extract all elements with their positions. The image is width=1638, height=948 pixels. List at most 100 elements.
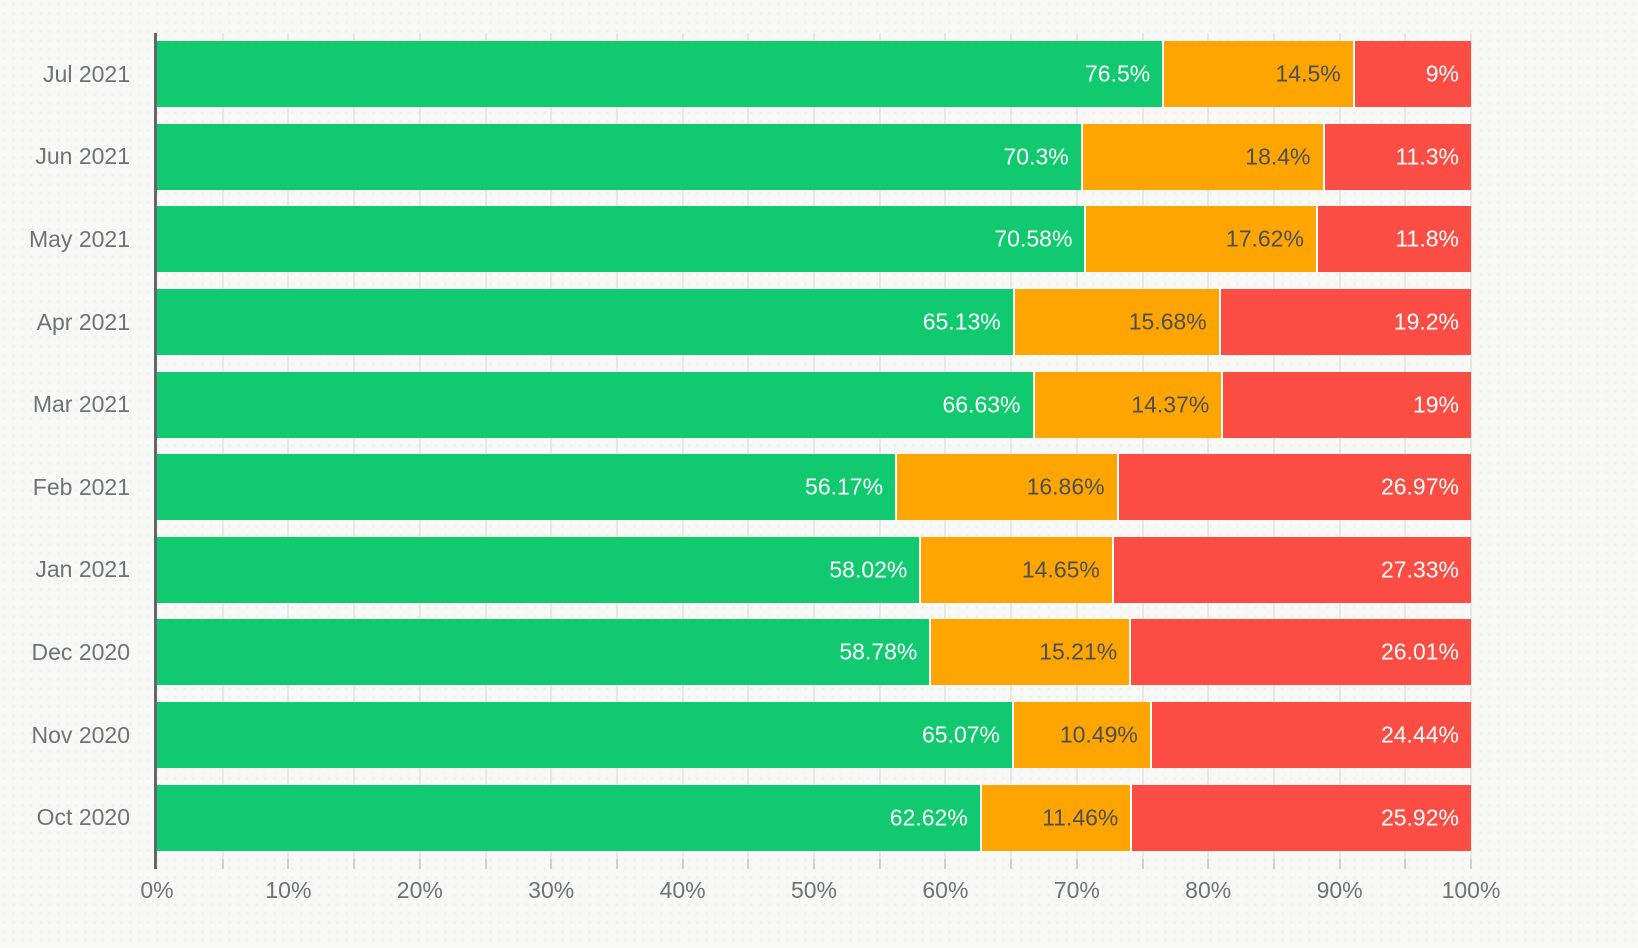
bar-segment-orange[interactable]: 10.49% — [1012, 702, 1150, 769]
bar-segment-red[interactable]: 26.01% — [1129, 619, 1471, 686]
stacked-bar: 66.63% 14.37% 19% — [157, 371, 1471, 438]
x-axis-tick-label: 30% — [528, 877, 575, 903]
x-axis-ticks — [157, 859, 1472, 869]
y-axis-label: Jun 2021 — [35, 143, 130, 170]
bar-segment-green[interactable]: 58.02% — [157, 536, 920, 603]
bar-row: 76.5% 14.5% 9% — [157, 33, 1471, 116]
bar-segment-orange[interactable]: 11.46% — [979, 784, 1131, 851]
x-axis-tick — [1404, 859, 1407, 869]
gridline — [1338, 33, 1341, 859]
value-label: 15.21% — [1039, 638, 1118, 665]
value-label: 56.17% — [805, 473, 884, 500]
value-label: 18.4% — [1245, 143, 1311, 170]
bar-segment-red[interactable]: 11.8% — [1315, 206, 1471, 273]
bar-segment-red[interactable]: 19.2% — [1218, 289, 1471, 356]
value-label: 25.92% — [1380, 804, 1459, 831]
value-label: 17.62% — [1225, 225, 1304, 252]
value-label: 62.62% — [889, 804, 968, 831]
x-axis-tick-label: 10% — [265, 877, 312, 903]
y-axis-label: May 2021 — [28, 225, 130, 252]
bar-row: 70.3% 18.4% 11.3% — [157, 116, 1471, 199]
value-label: 11.46% — [1042, 804, 1119, 831]
x-axis-tick-label: 50% — [790, 877, 838, 903]
stacked-bar: 58.02% 14.65% 27.33% — [157, 536, 1471, 603]
x-axis-tick — [813, 859, 815, 869]
gridline — [1470, 33, 1472, 859]
x-axis-tick — [550, 859, 553, 869]
bar-segment-green[interactable]: 76.5% — [157, 41, 1163, 108]
gridline — [1010, 33, 1013, 859]
bar-segment-red[interactable]: 27.33% — [1111, 536, 1471, 603]
x-axis-tick — [615, 859, 618, 869]
bar-segment-green[interactable]: 56.17% — [157, 454, 896, 521]
x-axis-tick — [681, 859, 684, 869]
x-axis-tick-label: 70% — [1053, 877, 1100, 903]
bar-segment-orange[interactable]: 16.86% — [895, 454, 1117, 521]
value-label: 58.78% — [839, 638, 918, 665]
gridline — [1272, 33, 1275, 859]
x-axis-tick — [944, 859, 947, 869]
x-axis-tick-label: 90% — [1316, 877, 1363, 903]
bar-segment-red[interactable]: 25.92% — [1130, 784, 1471, 851]
bar-segment-orange[interactable]: 18.4% — [1080, 123, 1323, 190]
bar-segment-green[interactable]: 58.78% — [157, 619, 930, 686]
x-axis-tick — [1272, 859, 1275, 869]
x-axis-tick — [1141, 859, 1144, 869]
value-label: 24.44% — [1380, 721, 1459, 748]
gridline — [1075, 33, 1078, 859]
bar-row: 70.58% 17.62% 11.8% — [157, 198, 1471, 281]
bar-segment-orange[interactable]: 15.21% — [929, 619, 1130, 686]
plot-area: 76.5% 14.5% 9% 70.3% 18.4% 11.3% 70.58% 17.62% 1… — [157, 33, 1472, 859]
bar-segment-green[interactable]: 65.07% — [157, 702, 1013, 769]
bar-segment-red[interactable]: 24.44% — [1149, 702, 1471, 769]
bar-row: 65.07% 10.49% 24.44% — [157, 694, 1471, 777]
stacked-bar: 65.07% 10.49% 24.44% — [157, 702, 1471, 769]
value-label: 27.33% — [1380, 556, 1459, 583]
x-axis-tick — [1075, 859, 1078, 869]
bar-segment-green[interactable]: 65.13% — [157, 289, 1013, 356]
bar-segment-red[interactable]: 26.97% — [1116, 454, 1471, 521]
x-axis-tick-label: 100% — [1441, 877, 1501, 903]
bar-segment-red[interactable]: 19% — [1221, 371, 1471, 438]
x-axis-tick-label: 40% — [659, 877, 706, 903]
bar-rows: 76.5% 14.5% 9% 70.3% 18.4% 11.3% 70.58% 17.62% 1… — [157, 33, 1471, 859]
y-axis-line — [154, 33, 157, 869]
bar-row: 56.17% 16.86% 26.97% — [157, 446, 1471, 529]
y-axis-label: Apr 2021 — [36, 308, 130, 335]
value-label: 19.2% — [1393, 308, 1459, 335]
bar-segment-green[interactable]: 70.3% — [157, 123, 1081, 190]
x-axis-tick — [878, 859, 881, 869]
x-axis-tick-label: 80% — [1185, 877, 1232, 903]
value-label: 65.07% — [922, 721, 1001, 748]
y-axis-labels: Jul 2021 Jun 2021 May 2021 Apr 2021 Mar 2021… — [0, 33, 130, 859]
value-label: 14.65% — [1021, 556, 1100, 583]
x-axis-tick — [287, 859, 290, 869]
bar-segment-orange[interactable]: 14.5% — [1162, 41, 1353, 108]
value-label: 11.8% — [1395, 225, 1459, 252]
bar-segment-green[interactable]: 66.63% — [157, 371, 1033, 438]
bar-segment-red[interactable]: 9% — [1352, 41, 1471, 108]
value-label: 9% — [1425, 60, 1459, 87]
bar-row: 58.02% 14.65% 27.33% — [157, 529, 1471, 612]
value-label: 66.63% — [942, 391, 1021, 418]
bar-segment-green[interactable]: 62.62% — [157, 784, 980, 851]
x-axis-tick — [484, 859, 487, 869]
bar-segment-red[interactable]: 11.3% — [1322, 123, 1471, 190]
value-label: 14.37% — [1131, 391, 1210, 418]
x-axis-tick-label: 0% — [140, 877, 174, 903]
bar-row: 58.78% 15.21% 26.01% — [157, 611, 1471, 694]
bar-segment-orange[interactable]: 17.62% — [1084, 206, 1316, 273]
x-axis-tick — [353, 859, 356, 869]
gridline — [287, 33, 290, 859]
y-axis-label: Feb 2021 — [32, 473, 130, 500]
gridline — [1207, 33, 1210, 859]
bar-segment-orange[interactable]: 15.68% — [1012, 289, 1219, 356]
bar-segment-green[interactable]: 70.58% — [157, 206, 1085, 273]
bar-row: 65.13% 15.68% 19.2% — [157, 281, 1471, 364]
x-axis-tick — [747, 859, 750, 869]
bar-segment-orange[interactable]: 14.37% — [1032, 371, 1222, 438]
gridline — [484, 33, 487, 859]
gridline — [944, 33, 947, 859]
bar-segment-orange[interactable]: 14.65% — [919, 536, 1112, 603]
x-axis-tick-label: 60% — [922, 877, 969, 903]
